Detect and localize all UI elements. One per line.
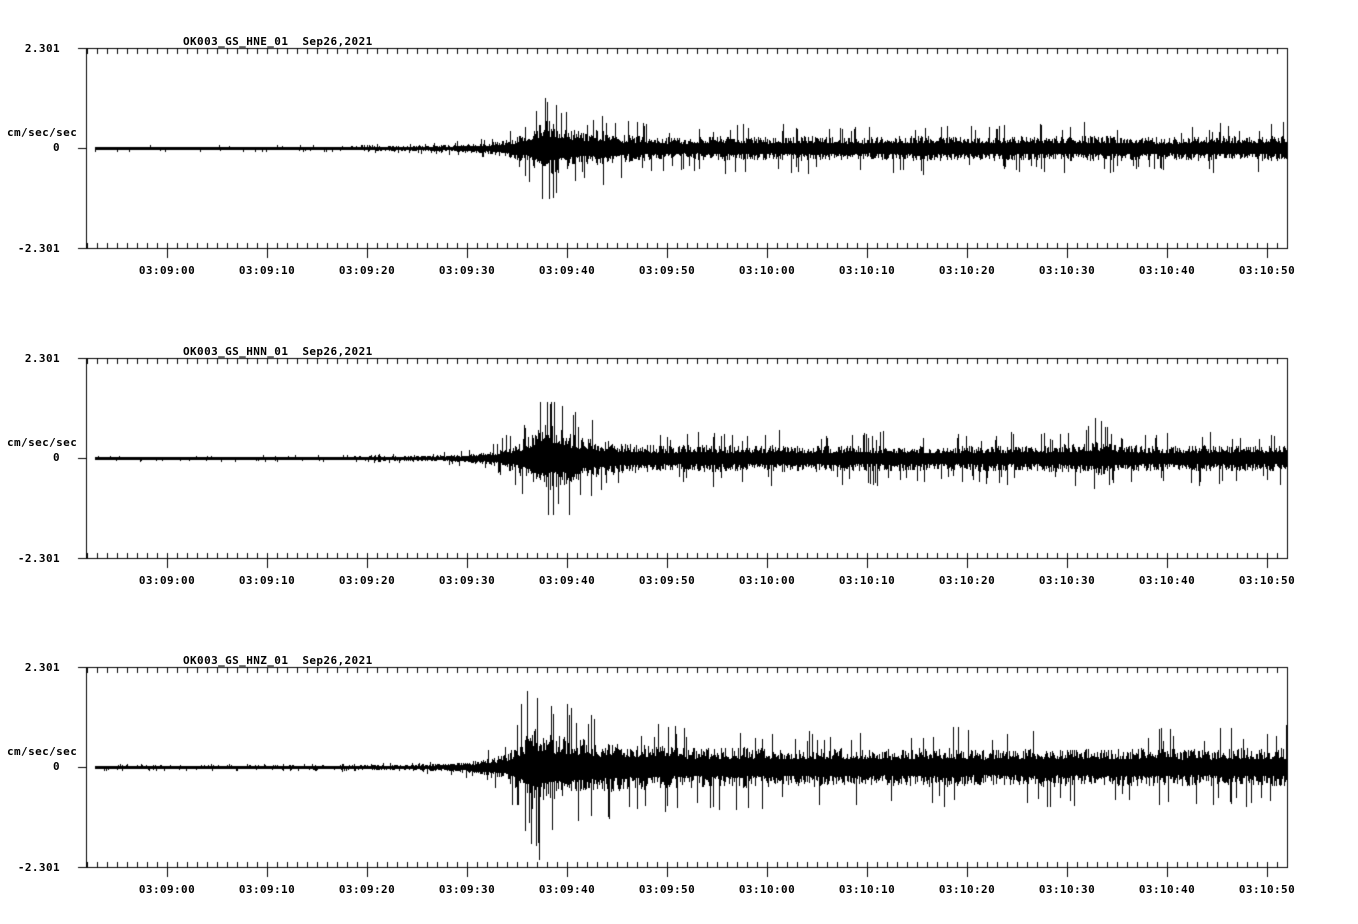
x-tick-label: 03:09:50	[638, 883, 696, 896]
x-tick-label: 03:10:20	[938, 264, 996, 277]
y-min-label: -2.301	[17, 861, 60, 874]
x-tick-label: 03:10:10	[838, 883, 896, 896]
x-tick-label: 03:09:10	[238, 264, 296, 277]
x-tick-label: 03:10:00	[738, 574, 796, 587]
x-tick-label: 03:09:00	[138, 264, 196, 277]
x-tick-label: 03:10:30	[1038, 264, 1096, 277]
x-tick-label: 03:09:10	[238, 574, 296, 587]
x-tick-label: 03:10:40	[1138, 883, 1196, 896]
x-tick-label: 03:10:10	[838, 574, 896, 587]
x-tick-label: 03:10:30	[1038, 883, 1096, 896]
x-tick-label: 03:09:30	[438, 883, 496, 896]
x-tick-label: 03:09:20	[338, 264, 396, 277]
x-tick-label: 03:09:10	[238, 883, 296, 896]
x-tick-label: 03:10:50	[1238, 264, 1296, 277]
x-tick-label: 03:10:10	[838, 264, 896, 277]
x-tick-label: 03:10:00	[738, 264, 796, 277]
panel-title: OK003_GS_HNZ_01 Sep26,2021	[183, 654, 373, 667]
y-units-label: cm/sec/sec	[7, 436, 78, 449]
x-tick-label: 03:10:20	[938, 883, 996, 896]
x-tick-label: 03:09:20	[338, 574, 396, 587]
x-tick-label: 03:10:50	[1238, 883, 1296, 896]
y-zero-label: 0	[52, 760, 60, 773]
x-tick-label: 03:09:00	[138, 574, 196, 587]
y-max-label: 2.301	[24, 352, 60, 365]
x-tick-label: 03:10:20	[938, 574, 996, 587]
panel-title: OK003_GS_HNN_01 Sep26,2021	[183, 345, 373, 358]
x-tick-label: 03:09:20	[338, 883, 396, 896]
x-tick-label: 03:10:40	[1138, 574, 1196, 587]
x-tick-label: 03:09:30	[438, 264, 496, 277]
y-units-label: cm/sec/sec	[7, 745, 78, 758]
x-tick-label: 03:09:40	[538, 574, 596, 587]
x-tick-label: 03:10:30	[1038, 574, 1096, 587]
x-tick-label: 03:09:50	[638, 574, 696, 587]
x-tick-label: 03:09:40	[538, 883, 596, 896]
y-zero-label: 0	[52, 451, 60, 464]
y-max-label: 2.301	[24, 661, 60, 674]
y-units-label: cm/sec/sec	[7, 126, 78, 139]
y-min-label: -2.301	[17, 242, 60, 255]
x-tick-label: 03:10:40	[1138, 264, 1196, 277]
y-zero-label: 0	[52, 141, 60, 154]
panel-title: OK003_GS_HNE_01 Sep26,2021	[183, 35, 373, 48]
x-tick-label: 03:09:00	[138, 883, 196, 896]
x-tick-label: 03:10:00	[738, 883, 796, 896]
y-max-label: 2.301	[24, 42, 60, 55]
y-min-label: -2.301	[17, 552, 60, 565]
x-tick-label: 03:09:50	[638, 264, 696, 277]
x-tick-label: 03:09:30	[438, 574, 496, 587]
x-tick-label: 03:10:50	[1238, 574, 1296, 587]
x-tick-label: 03:09:40	[538, 264, 596, 277]
